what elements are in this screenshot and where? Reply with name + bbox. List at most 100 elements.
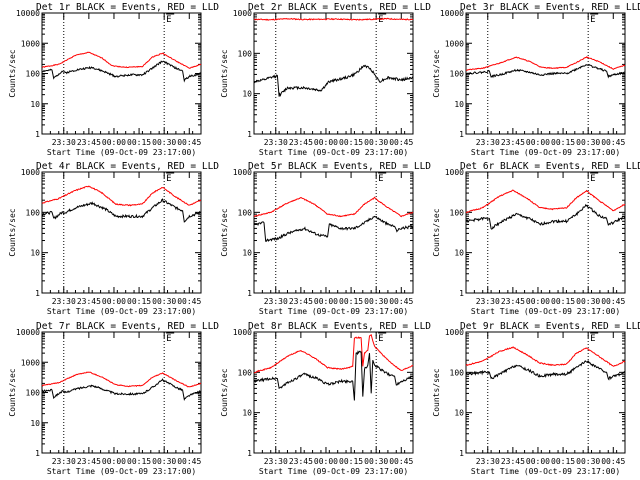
x-tick-label: 00:00 [102, 457, 126, 466]
y-tick-label: 100 [450, 368, 465, 377]
y-tick-label: 1 [247, 130, 252, 139]
panel-3: Det 3r BLACK = Events, RED = LLD 1 10 100 10… [432, 2, 640, 157]
series-events-line [466, 63, 626, 79]
x-tick-label: 00:00 [314, 138, 338, 147]
y-tick-label: 10 [242, 249, 252, 258]
x-tick-label: 00:15 [339, 138, 363, 147]
series-lld-line [465, 189, 626, 214]
panel-9: Det 9r BLACK = Events, RED = LLD 1 10 100 10… [432, 321, 640, 476]
y-tick-label: 100 [238, 208, 253, 217]
y-axis-label: Counts/sec [432, 49, 441, 97]
x-axis-label: Start Time (09-Oct-09 23:17:00) [471, 467, 620, 476]
series-lld-line [253, 334, 414, 374]
series-lld-line [466, 56, 626, 71]
x-axis-label: Start Time (09-Oct-09 23:17:00) [259, 148, 408, 157]
panel-1: Det 1r BLACK = Events, RED = LLD 1 10 100 10… [8, 2, 219, 157]
x-axis-label: Start Time (09-Oct-09 23:17:00) [47, 467, 196, 476]
event-marker-label: E [590, 334, 595, 344]
x-tick-label: 00:30 [364, 138, 388, 147]
panel-title: Det 7r BLACK = Events, RED = LLD [36, 321, 219, 332]
series-events-line [253, 350, 414, 401]
y-tick-label: 1000 [233, 328, 252, 337]
x-tick-label: 00:00 [102, 297, 126, 306]
x-tick-label: 00:00 [526, 297, 550, 306]
y-tick-label: 100 [26, 208, 41, 217]
y-tick-label: 1000 [445, 168, 464, 177]
y-tick-label: 1 [35, 130, 40, 139]
x-tick-label: 23:45 [501, 457, 525, 466]
y-tick-label: 10 [454, 409, 464, 418]
series-events-line [41, 198, 202, 223]
plot-frame [253, 331, 414, 454]
panel-4: Det 4r BLACK = Events, RED = LLD 1 10 100 10… [8, 161, 219, 316]
x-tick-label: 00:15 [551, 457, 575, 466]
x-tick-label: 00:15 [551, 138, 575, 147]
y-axis-label: Counts/sec [8, 368, 17, 416]
series-events-line [465, 203, 626, 230]
x-tick-label: 00:15 [339, 457, 363, 466]
panel-8: Det 8r BLACK = Events, RED = LLD 1 10 100 10… [220, 321, 431, 476]
series-events-line [41, 60, 202, 83]
x-tick-label: 00:45 [601, 297, 625, 306]
x-tick-label: 23:30 [52, 297, 76, 306]
x-tick-label: 00:30 [152, 457, 176, 466]
x-tick-label: 00:30 [576, 457, 600, 466]
x-tick-label: 00:30 [364, 297, 388, 306]
y-tick-label: 1000 [21, 168, 40, 177]
event-marker-label: E [378, 334, 383, 344]
x-tick-label: 00:15 [127, 297, 151, 306]
x-tick-label: 00:45 [601, 457, 625, 466]
event-marker-label: E [378, 15, 383, 25]
series-lld-line [41, 185, 202, 207]
event-marker-label: E [166, 174, 171, 184]
y-axis-label: Counts/sec [432, 368, 441, 416]
x-axis-label: Start Time (09-Oct-09 23:17:00) [259, 467, 408, 476]
x-tick-label: 23:30 [476, 138, 500, 147]
y-tick-label: 1000 [445, 328, 464, 337]
plot-frame [41, 12, 202, 135]
x-tick-label: 00:00 [526, 457, 550, 466]
y-tick-label: 1000 [21, 358, 40, 367]
y-tick-label: 100 [26, 70, 41, 79]
x-tick-label: 00:15 [127, 457, 151, 466]
x-tick-label: 23:45 [501, 138, 525, 147]
x-tick-label: 00:30 [152, 297, 176, 306]
y-axis-label: Counts/sec [8, 208, 17, 256]
y-tick-label: 1 [35, 449, 40, 458]
y-tick-label: 10 [242, 90, 252, 99]
y-axis-label: Counts/sec [220, 49, 229, 97]
x-tick-label: 23:30 [476, 457, 500, 466]
y-tick-label: 10 [454, 249, 464, 258]
series-lld-line [465, 346, 626, 367]
panel-7: Det 7r BLACK = Events, RED = LLD 1 10 100 10… [8, 321, 219, 476]
plot-frame [41, 171, 202, 294]
x-tick-label: 00:45 [389, 297, 413, 306]
x-tick-label: 00:15 [551, 297, 575, 306]
event-marker-label: E [166, 334, 171, 344]
panel-title: Det 2r BLACK = Events, RED = LLD [248, 2, 431, 13]
y-tick-label: 10000 [16, 328, 40, 337]
x-axis-label: Start Time (09-Oct-09 23:17:00) [471, 148, 620, 157]
x-tick-label: 23:30 [476, 297, 500, 306]
plot-frame [253, 12, 414, 135]
x-tick-label: 23:45 [289, 138, 313, 147]
y-tick-label: 10 [30, 249, 40, 258]
panel-6: Det 6r BLACK = Events, RED = LLD 1 10 100 10… [432, 161, 640, 316]
x-tick-label: 00:45 [601, 138, 625, 147]
x-tick-label: 23:45 [289, 297, 313, 306]
y-tick-label: 10 [454, 100, 464, 109]
x-tick-label: 23:45 [77, 138, 101, 147]
x-tick-label: 23:30 [264, 297, 288, 306]
x-tick-label: 23:30 [264, 138, 288, 147]
panel-title: Det 3r BLACK = Events, RED = LLD [460, 2, 640, 13]
y-axis-label: Counts/sec [220, 368, 229, 416]
y-tick-label: 1 [247, 449, 252, 458]
series-lld-line [253, 196, 414, 218]
y-tick-label: 100 [450, 208, 465, 217]
x-axis-label: Start Time (09-Oct-09 23:17:00) [47, 148, 196, 157]
x-tick-label: 23:30 [264, 457, 288, 466]
x-tick-label: 00:45 [177, 138, 201, 147]
y-tick-label: 1 [459, 289, 464, 298]
y-tick-label: 1000 [445, 39, 464, 48]
